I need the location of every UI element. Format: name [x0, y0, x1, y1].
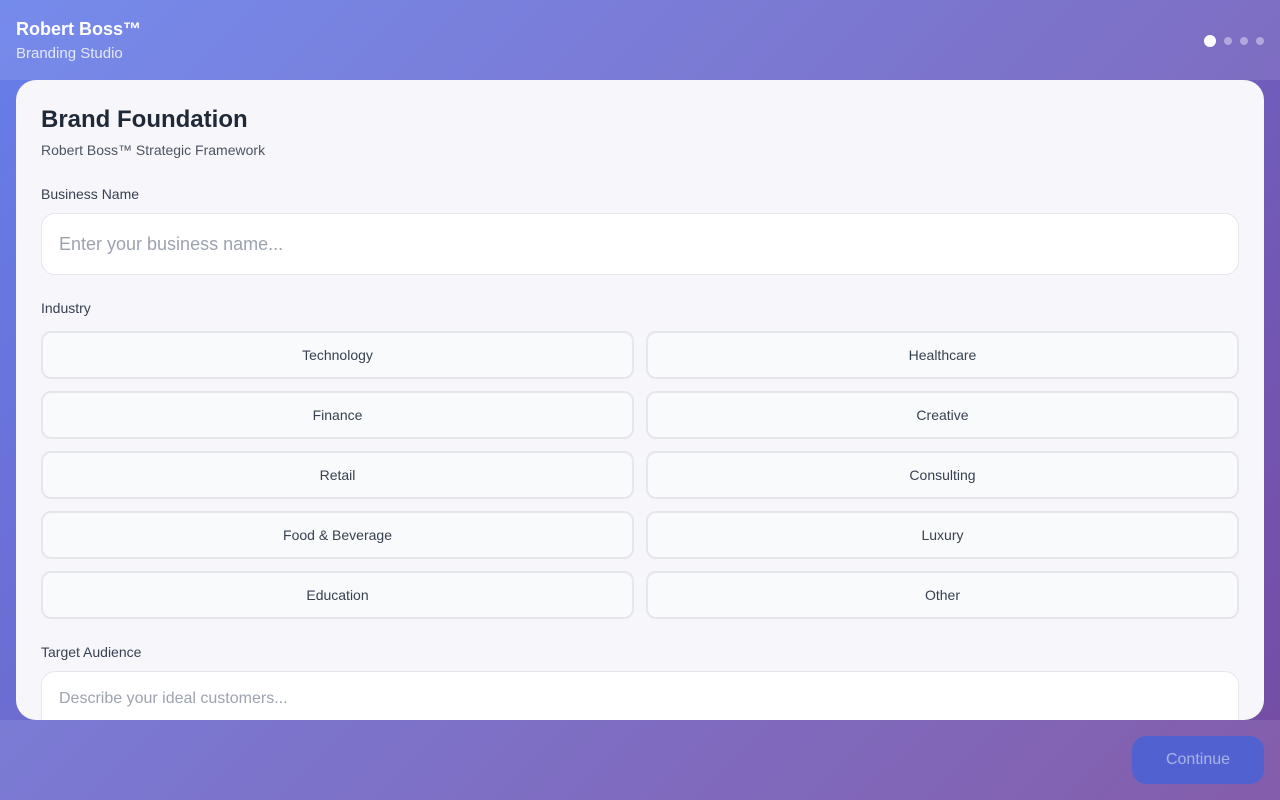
- industry-option-finance[interactable]: Finance: [41, 391, 634, 439]
- app-subtitle: Branding Studio: [16, 45, 123, 62]
- target-audience-textarea[interactable]: Describe your ideal customers...: [41, 671, 1239, 720]
- industry-option-healthcare[interactable]: Healthcare: [646, 331, 1239, 379]
- industry-option-education[interactable]: Education: [41, 571, 634, 619]
- page-subtitle: Robert Boss™ Strategic Framework: [41, 142, 266, 158]
- industry-option-food-beverage[interactable]: Food & Beverage: [41, 511, 634, 559]
- step-dot-1: [1204, 35, 1216, 47]
- step-dot-4: [1256, 37, 1264, 45]
- continue-button[interactable]: Continue: [1132, 736, 1264, 784]
- industry-label: Industry: [41, 300, 91, 316]
- business-name-label: Business Name: [41, 186, 140, 202]
- target-audience-label: Target Audience: [41, 644, 142, 660]
- industry-option-other[interactable]: Other: [646, 571, 1239, 619]
- industry-option-technology[interactable]: Technology: [41, 331, 634, 379]
- industry-option-retail[interactable]: Retail: [41, 451, 634, 499]
- industry-option-creative[interactable]: Creative: [646, 391, 1239, 439]
- industry-option-luxury[interactable]: Luxury: [646, 511, 1239, 559]
- page-title: Brand Foundation: [41, 106, 248, 133]
- business-name-input[interactable]: Enter your business name...: [41, 213, 1239, 275]
- app-header: Robert Boss™ Branding Studio: [0, 0, 1280, 80]
- footer-bar: [0, 720, 1280, 800]
- step-dot-2: [1224, 37, 1232, 45]
- step-indicator: [1204, 35, 1264, 47]
- industry-option-consulting[interactable]: Consulting: [646, 451, 1239, 499]
- app-title: Robert Boss™: [16, 19, 142, 39]
- industry-options: Technology Healthcare Finance Creative R…: [41, 331, 1239, 619]
- step-dot-3: [1240, 37, 1248, 45]
- form-card: Brand Foundation Robert Boss™ Strategic …: [16, 80, 1264, 720]
